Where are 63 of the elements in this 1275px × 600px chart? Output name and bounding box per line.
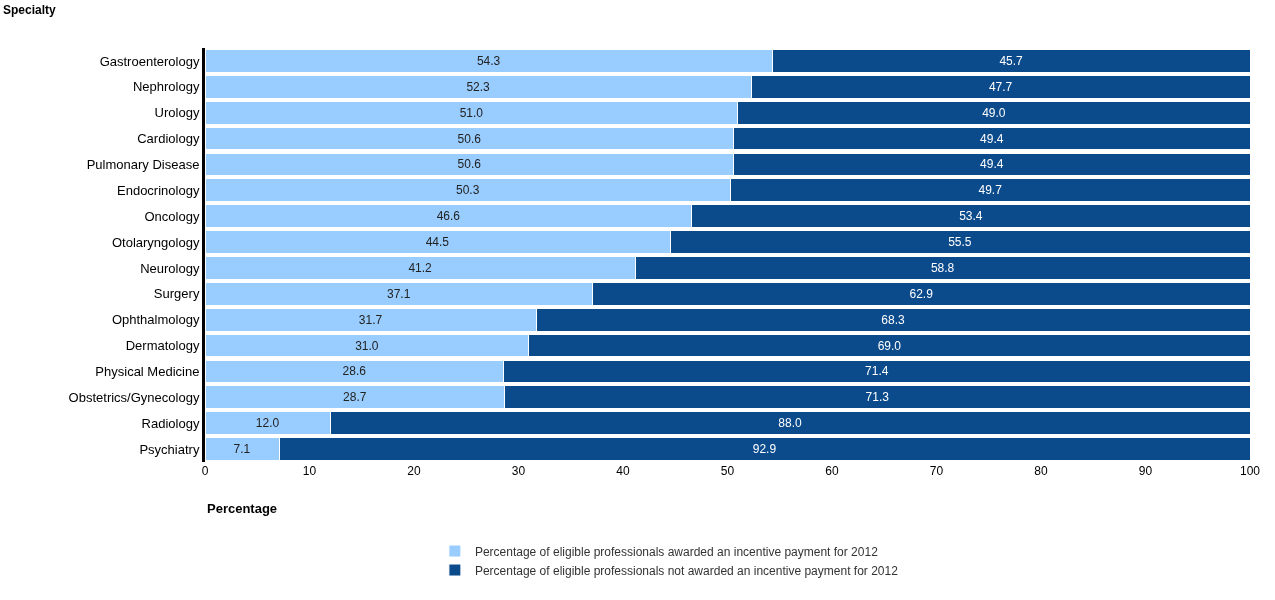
- data-label: 28.7: [343, 390, 367, 405]
- x-tick-label: 100: [1239, 464, 1261, 478]
- data-label: 51.0: [459, 105, 484, 120]
- data-label: 50.6: [457, 131, 482, 146]
- x-tick-label: 80: [1034, 464, 1048, 478]
- data-label: 54.3: [476, 53, 501, 68]
- data-label: 31.7: [358, 312, 383, 327]
- data-label: 55.5: [948, 235, 972, 250]
- y-tick-label: Oncology: [144, 208, 200, 224]
- y-tick-label: Neurology: [140, 260, 200, 276]
- x-tick-label: 90: [1138, 464, 1153, 478]
- data-label: 50.6: [457, 157, 482, 172]
- x-tick-label: 60: [825, 464, 839, 478]
- y-tick-label: Psychiatry: [139, 441, 200, 457]
- x-tick-label: 0: [201, 464, 209, 478]
- x-axis-title: Percentage: [207, 501, 278, 516]
- y-tick-label: Endocrinology: [117, 182, 200, 198]
- y-tick-label: Urology: [154, 105, 200, 121]
- y-tick-label: Dermatology: [125, 338, 200, 354]
- data-label: 12.0: [255, 416, 280, 431]
- data-label: 49.0: [982, 105, 1006, 120]
- data-label: 69.0: [877, 338, 902, 353]
- data-label: 49.4: [980, 157, 1004, 172]
- y-tick-label: Ophthalmology: [111, 312, 200, 328]
- y-tick-label: Pulmonary Disease: [86, 156, 200, 172]
- y-tick-label: Nephrology: [132, 79, 200, 95]
- data-label: 52.3: [466, 79, 491, 94]
- y-tick-label: Otolaryngology: [111, 234, 200, 250]
- data-label: 92.9: [752, 442, 777, 457]
- data-label: 45.7: [999, 53, 1024, 68]
- x-tick-label: 30: [511, 464, 526, 478]
- data-label: 44.5: [425, 235, 450, 250]
- data-label: 41.2: [408, 260, 433, 275]
- data-label: 68.3: [881, 312, 905, 327]
- x-tick-label: 10: [302, 464, 317, 478]
- data-label: 47.7: [988, 79, 1013, 94]
- data-label: 71.4: [865, 364, 889, 379]
- legend-label: Percentage of eligible professionals not awarded an incentive payment for 2012: [474, 563, 899, 578]
- y-axis-title: Specialty: [3, 3, 57, 17]
- data-label: 28.6: [342, 364, 367, 379]
- data-label: 46.6: [436, 209, 461, 224]
- data-label: 62.9: [909, 286, 934, 301]
- data-label: 31.0: [355, 338, 379, 353]
- data-label: 71.3: [865, 390, 890, 405]
- y-tick-label: Cardiology: [137, 131, 200, 147]
- x-tick-label: 20: [407, 464, 421, 478]
- data-label: 88.0: [778, 416, 803, 431]
- data-label: 58.8: [930, 260, 955, 275]
- y-tick-label: Surgery: [153, 286, 200, 302]
- data-label: 7.1: [233, 442, 251, 457]
- data-label: 37.1: [387, 286, 411, 301]
- x-tick-label: 50: [720, 464, 735, 478]
- y-tick-label: Gastroenterology: [99, 53, 200, 69]
- legend-label: Percentage of eligible professionals awarded an incentive payment for 2012: [474, 544, 879, 559]
- x-tick-label: 70: [929, 464, 944, 478]
- data-label: 53.4: [959, 209, 983, 224]
- data-label: 50.3: [455, 183, 480, 198]
- data-label: 49.7: [978, 183, 1003, 198]
- y-tick-label: Obstetrics/Gynecology: [68, 389, 200, 405]
- y-tick-label: Physical Medicine: [95, 363, 200, 379]
- x-tick-label: 40: [616, 464, 630, 478]
- data-label: 49.4: [980, 131, 1004, 146]
- y-tick-label: Radiology: [141, 415, 200, 431]
